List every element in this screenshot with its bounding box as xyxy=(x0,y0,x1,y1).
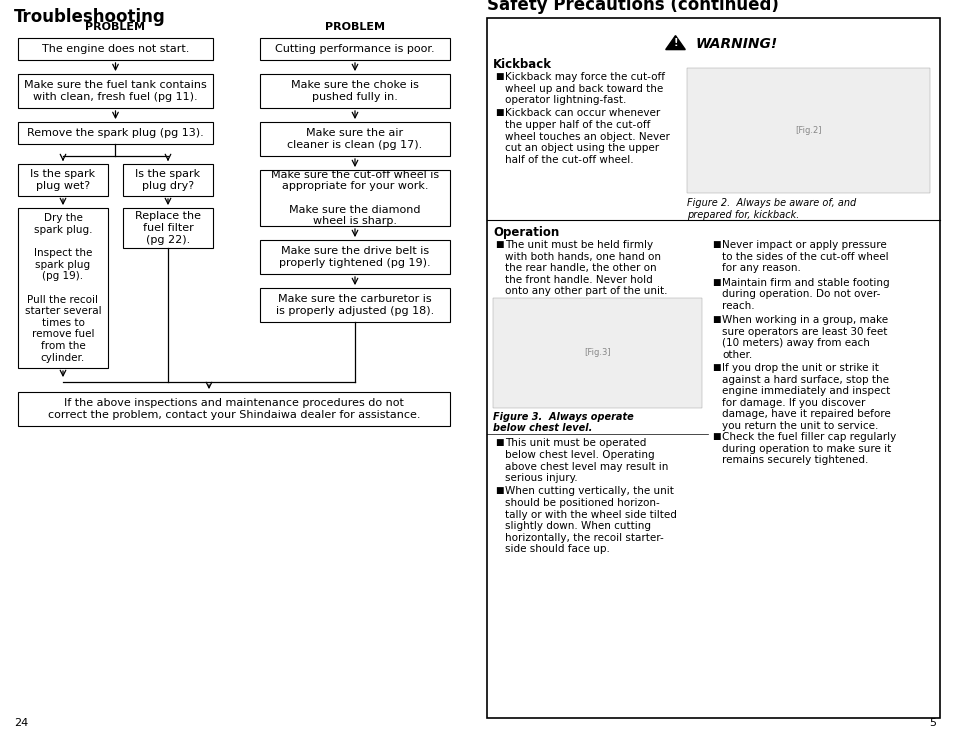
Text: ■: ■ xyxy=(495,486,503,495)
Bar xyxy=(260,74,450,108)
Text: When cutting vertically, the unit
should be positioned horizon-
tally or with th: When cutting vertically, the unit should… xyxy=(504,486,677,554)
Bar xyxy=(493,297,701,407)
Text: The engine does not start.: The engine does not start. xyxy=(42,44,189,54)
Text: Maintain firm and stable footing
during operation. Do not over-
reach.: Maintain firm and stable footing during … xyxy=(721,277,889,311)
Bar xyxy=(260,38,450,60)
Bar xyxy=(18,74,213,108)
Text: Check the fuel filler cap regularly
during operation to make sure it
remains sec: Check the fuel filler cap regularly duri… xyxy=(721,432,896,465)
Text: Kickback: Kickback xyxy=(493,58,552,71)
Bar xyxy=(18,164,108,196)
Text: If you drop the unit or strike it
against a hard surface, stop the
engine immedi: If you drop the unit or strike it agains… xyxy=(721,363,890,431)
Text: WARNING!: WARNING! xyxy=(695,37,777,51)
Bar xyxy=(686,68,929,193)
Text: ■: ■ xyxy=(495,108,503,117)
Text: Make sure the cut-off wheel is
appropriate for your work.

Make sure the diamond: Make sure the cut-off wheel is appropria… xyxy=(271,170,438,227)
Text: Safety Precautions (continued): Safety Precautions (continued) xyxy=(486,0,778,14)
Text: Troubleshooting: Troubleshooting xyxy=(14,8,166,26)
Text: Never impact or apply pressure
to the sides of the cut-off wheel
for any reason.: Never impact or apply pressure to the si… xyxy=(721,240,888,273)
Text: When working in a group, make
sure operators are least 30 feet
(10 meters) away : When working in a group, make sure opera… xyxy=(721,315,887,360)
Text: Make sure the fuel tank contains
with clean, fresh fuel (pg 11).: Make sure the fuel tank contains with cl… xyxy=(24,80,207,102)
Text: This unit must be operated
below chest level. Operating
above chest level may re: This unit must be operated below chest l… xyxy=(504,438,668,483)
Text: PROBLEM: PROBLEM xyxy=(86,22,146,32)
Bar xyxy=(486,18,939,718)
Text: 24: 24 xyxy=(14,718,29,728)
Text: Dry the
spark plug.

Inspect the
spark plug
(pg 19).

Pull the recoil
starter se: Dry the spark plug. Inspect the spark pl… xyxy=(25,213,101,362)
Polygon shape xyxy=(665,35,684,49)
Text: ■: ■ xyxy=(712,277,720,286)
Text: Make sure the drive belt is
properly tightened (pg 19).: Make sure the drive belt is properly tig… xyxy=(279,246,431,268)
Text: Remove the spark plug (pg 13).: Remove the spark plug (pg 13). xyxy=(27,128,204,138)
Text: Make sure the carburetor is
is properly adjusted (pg 18).: Make sure the carburetor is is properly … xyxy=(275,294,434,316)
Text: Operation: Operation xyxy=(493,226,558,239)
Bar xyxy=(260,288,450,322)
Text: ■: ■ xyxy=(495,240,503,249)
Bar xyxy=(18,392,450,426)
Text: ■: ■ xyxy=(495,438,503,447)
Text: ■: ■ xyxy=(712,363,720,372)
Text: ■: ■ xyxy=(712,432,720,441)
Bar xyxy=(123,164,213,196)
Bar xyxy=(260,240,450,274)
Bar xyxy=(123,208,213,248)
Text: If the above inspections and maintenance procedures do not
correct the problem, : If the above inspections and maintenance… xyxy=(48,399,420,420)
Bar xyxy=(18,122,213,144)
Text: Is the spark
plug wet?: Is the spark plug wet? xyxy=(30,169,95,191)
Text: ■: ■ xyxy=(712,315,720,324)
Text: ■: ■ xyxy=(712,240,720,249)
Text: Figure 2.  Always be aware of, and
prepared for, kickback.: Figure 2. Always be aware of, and prepar… xyxy=(686,198,856,220)
Text: Make sure the air
cleaner is clean (pg 17).: Make sure the air cleaner is clean (pg 1… xyxy=(287,128,422,150)
Text: ■: ■ xyxy=(495,72,503,81)
Bar xyxy=(260,122,450,156)
Bar xyxy=(18,208,108,368)
Text: Kickback can occur whenever
the upper half of the cut-off
wheel touches an objec: Kickback can occur whenever the upper ha… xyxy=(504,108,669,165)
Text: [Fig.2]: [Fig.2] xyxy=(795,126,821,135)
Text: !: ! xyxy=(673,38,677,49)
Text: PROBLEM: PROBLEM xyxy=(325,22,385,32)
Text: Figure 3.  Always operate
below chest level.: Figure 3. Always operate below chest lev… xyxy=(493,412,633,433)
Text: Cutting performance is poor.: Cutting performance is poor. xyxy=(274,44,435,54)
Text: Kickback may force the cut-off
wheel up and back toward the
operator lightning-f: Kickback may force the cut-off wheel up … xyxy=(504,72,664,106)
Text: [Fig.3]: [Fig.3] xyxy=(584,348,611,357)
Text: Make sure the choke is
pushed fully in.: Make sure the choke is pushed fully in. xyxy=(291,80,418,102)
Text: Replace the
fuel filter
(pg 22).: Replace the fuel filter (pg 22). xyxy=(135,211,201,244)
Text: The unit must be held firmly
with both hands, one hand on
the rear handle, the o: The unit must be held firmly with both h… xyxy=(504,240,667,297)
Text: Is the spark
plug dry?: Is the spark plug dry? xyxy=(135,169,200,191)
Text: 5: 5 xyxy=(928,718,935,728)
Bar xyxy=(18,38,213,60)
Bar xyxy=(260,170,450,226)
